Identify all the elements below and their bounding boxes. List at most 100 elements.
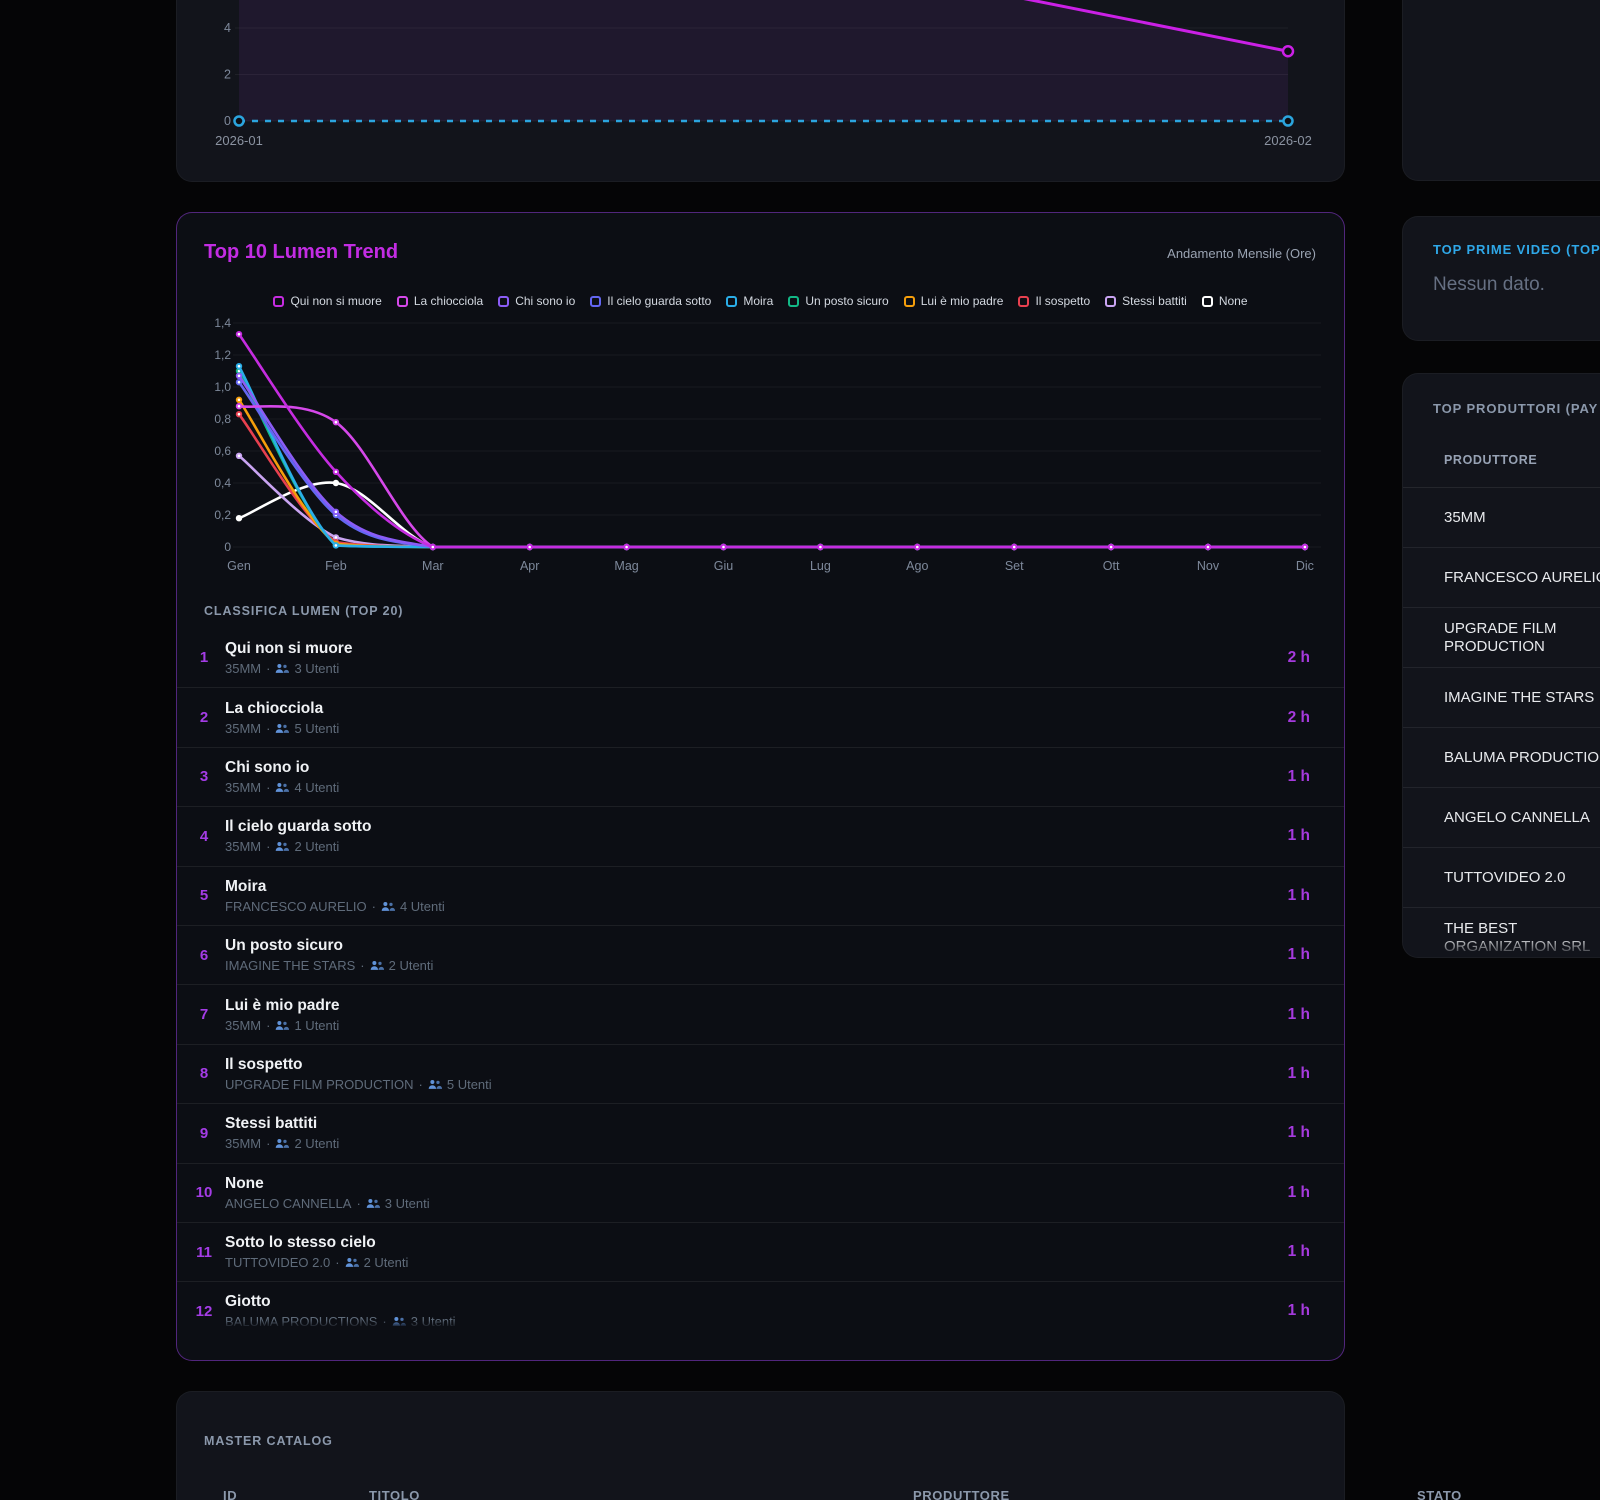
hours-value: 1 h [1287, 1243, 1310, 1261]
ranking-row[interactable]: 9 Stessi battiti 35MM · 2 Utenti 1 h [177, 1103, 1344, 1162]
legend-item[interactable]: Il cielo guarda sotto [590, 294, 711, 308]
producer-name: ANGELO CANNELLA [1444, 808, 1590, 826]
svg-text:Set: Set [1005, 559, 1024, 573]
users-count: 5 Utenti [294, 720, 340, 736]
rank-number: 1 [199, 649, 209, 667]
legend-label: Stessi battiti [1122, 294, 1187, 308]
svg-text:Apr: Apr [520, 559, 539, 573]
legend-label: Qui non si muore [290, 294, 382, 308]
svg-text:0,8: 0,8 [214, 412, 231, 426]
title-label: None [225, 1174, 264, 1192]
ranking-row[interactable]: 7 Lui è mio padre 35MM · 1 Utenti 1 h [177, 984, 1344, 1043]
rank-number: 12 [195, 1302, 213, 1320]
users-icon [276, 783, 290, 792]
svg-text:Giu: Giu [714, 559, 734, 573]
ranking-row[interactable]: 2 La chiocciola 35MM · 5 Utenti 2 h [177, 687, 1344, 746]
panel-title: Top 10 Lumen Trend [204, 241, 399, 263]
legend-label: Il sospetto [1035, 294, 1091, 308]
producer-row[interactable]: FRANCESCO AURELIO [1403, 548, 1600, 608]
legend-swatch-icon [498, 295, 510, 307]
producer-row[interactable]: BALUMA PRODUCTIONS [1403, 728, 1600, 788]
legend-item[interactable]: Qui non si muore [273, 294, 382, 308]
ranking-row[interactable]: 4 Il cielo guarda sotto 35MM · 2 Utenti 1 h [177, 806, 1344, 865]
ranking-row[interactable]: 6 Un posto sicuro IMAGINE THE STARS · 2 Uten… [177, 924, 1344, 984]
producer-label: 35MM [225, 1136, 262, 1152]
users-count: 2 Utenti [294, 1136, 340, 1152]
title-meta: UPGRADE FILM PRODUCTION · 5 Utenti [225, 1077, 1288, 1092]
svg-text:Ott: Ott [1103, 559, 1120, 573]
rank-number: 2 [199, 709, 209, 727]
ranking-row-main: Stessi battiti 35MM · 2 Utenti [225, 1115, 1288, 1151]
legend-swatch-icon [726, 295, 738, 307]
svg-text:Mag: Mag [614, 559, 638, 573]
svg-text:0: 0 [224, 540, 231, 554]
producer-row[interactable]: ANGELO CANNELLA [1403, 788, 1600, 848]
separator: · [356, 1195, 361, 1211]
users-count: 5 Utenti [446, 1076, 492, 1092]
hours-value: 1 h [1287, 1124, 1310, 1142]
producer-label: 35MM [225, 660, 262, 676]
lumen-trend-line-chart: 0 0,2 0,4 0,6 0,8 1,0 1,2 1,4 Gen Feb Mar Apr Mag Giu… [214, 316, 1321, 573]
ranking-row[interactable]: 8 Il sospetto UPGRADE FILM PRODUCTION · 5 Ut… [177, 1043, 1344, 1103]
svg-text:Lug: Lug [810, 559, 831, 573]
separator: · [360, 958, 365, 974]
legend-item[interactable]: La chiocciola [396, 294, 483, 308]
svg-text:2026-02: 2026-02 [1264, 133, 1312, 148]
title-meta: TUTTOVIDEO 2.0 · 2 Utenti [225, 1255, 1288, 1270]
hours-value: 1 h [1287, 827, 1310, 845]
svg-text:2: 2 [224, 68, 231, 82]
producer-name: BALUMA PRODUCTIONS [1444, 748, 1600, 766]
producer-row[interactable]: UPGRADE FILM PRODUCTION [1403, 608, 1600, 668]
producer-row[interactable]: IMAGINE THE STARS [1403, 668, 1600, 728]
lumen-trend-panel: Top 10 Lumen Trend Andamento Mensile (Or… [176, 212, 1345, 1361]
ranking-row[interactable]: 3 Chi sono io 35MM · 4 Utenti 1 h [177, 746, 1344, 806]
users-icon [428, 1079, 442, 1089]
title-label: Qui non si muore [225, 639, 353, 657]
ranking-row[interactable]: 1 Qui non si muore 35MM · 3 Utenti 2 h [177, 628, 1344, 687]
title-label: Chi sono io [225, 758, 310, 776]
users-icon [276, 842, 290, 852]
hours-value: 1 h [1287, 1302, 1310, 1320]
producer-label: UPGRADE FILM PRODUCTION [225, 1076, 414, 1092]
legend-item[interactable]: Un posto sicuro [788, 294, 889, 308]
legend-item[interactable]: Stessi battiti [1105, 294, 1187, 308]
ranking-row-main: Sotto lo stesso cielo TUTTOVIDEO 2.0 · 2 Ut… [225, 1234, 1288, 1270]
svg-text:Mar: Mar [422, 559, 444, 573]
ranking-row-main: Lui è mio padre 35MM · 1 Utenti [225, 997, 1288, 1033]
svg-text:1,2: 1,2 [214, 348, 231, 362]
producer-label: IMAGINE THE STARS [225, 958, 356, 974]
ranking-row[interactable]: 12 Giotto BALUMA PRODUCTIONS · 3 Utenti 1 h [177, 1281, 1344, 1340]
svg-text:Feb: Feb [325, 559, 347, 573]
legend-item[interactable]: Chi sono io [498, 294, 575, 308]
legend-item[interactable]: Lui è mio padre [903, 294, 1003, 308]
hours-value: 1 h [1287, 946, 1310, 964]
separator: · [266, 1136, 271, 1152]
users-count: 2 Utenti [294, 839, 340, 855]
ranking-row[interactable]: 11 Sotto lo stesso cielo TUTTOVIDEO 2.0 · 2 … [177, 1221, 1344, 1281]
title-meta: 35MM · 5 Utenti [225, 721, 1288, 736]
legend-item[interactable]: Moira [726, 294, 773, 308]
users-icon [392, 1317, 406, 1327]
title-meta: 35MM · 2 Utenti [225, 1136, 1288, 1151]
ranking-row[interactable]: 10 None ANGELO CANNELLA · 3 Utenti 1 h [177, 1162, 1344, 1222]
rank-number: 5 [199, 887, 209, 905]
producer-row[interactable]: TUTTOVIDEO 2.0 [1403, 848, 1600, 908]
producer-row[interactable]: THE BEST ORGANIZATION SRL [1403, 908, 1600, 957]
producer-name: IMAGINE THE STARS [1444, 688, 1595, 706]
users-count: 3 Utenti [294, 660, 340, 676]
legend-item[interactable]: None [1201, 294, 1248, 308]
rank-number: 11 [196, 1243, 212, 1261]
legend-swatch-icon [903, 295, 915, 307]
legend-swatch-icon [273, 295, 285, 307]
legend-swatch-icon [396, 295, 408, 307]
legend-label: Il cielo guarda sotto [607, 294, 712, 308]
users-icon [370, 961, 384, 971]
title-meta: ANGELO CANNELLA · 3 Utenti [225, 1196, 1288, 1211]
legend-item[interactable]: Il sospetto [1018, 294, 1090, 308]
ranking-row[interactable]: 5 Moira FRANCESCO AURELIO · 4 Utenti 1 h [177, 865, 1344, 925]
producer-row[interactable]: 35MM [1403, 488, 1600, 548]
users-icon [276, 1020, 290, 1030]
legend-label: None [1218, 294, 1248, 308]
svg-text:0,4: 0,4 [214, 476, 231, 490]
title-label: Un posto sicuro [225, 937, 343, 955]
